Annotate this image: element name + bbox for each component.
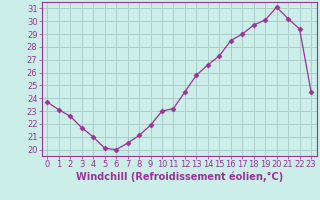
X-axis label: Windchill (Refroidissement éolien,°C): Windchill (Refroidissement éolien,°C): [76, 172, 283, 182]
